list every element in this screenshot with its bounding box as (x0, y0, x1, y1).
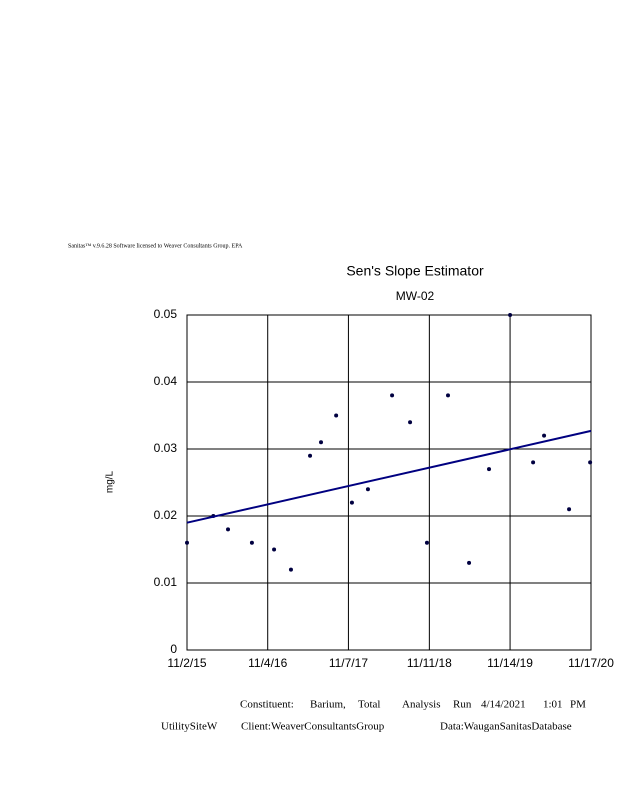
data-point (226, 527, 231, 532)
y-tick-label: 0.01 (154, 575, 178, 589)
data-point (185, 540, 189, 545)
plot-frame (186, 314, 592, 651)
x-tick-label: 11/11/18 (407, 656, 452, 670)
data-point (390, 393, 395, 398)
data-point (308, 453, 313, 458)
x-tick-label: 11/2/15 (167, 656, 206, 670)
data-point (588, 460, 593, 465)
footer-text: Analysis (402, 699, 441, 711)
footer-text: PM (570, 699, 586, 711)
y-tick-label: 0 (170, 642, 177, 656)
data-point (445, 393, 450, 398)
trend-line (186, 429, 592, 524)
x-tick-label: 11/17/20 (568, 656, 614, 670)
footer-text: 4/14/2021 (481, 699, 526, 711)
license-notice: Sanitas™ v.9.6.28 Software licensed to W… (68, 242, 243, 249)
footer-text: Data:WauganSanitasDatabase (440, 721, 572, 733)
footer-text: Barium, (310, 699, 346, 711)
footer-text: Client:WeaverConsultantsGroup (241, 721, 385, 733)
x-tick-label: 11/7/17 (329, 656, 368, 670)
data-point (467, 560, 472, 565)
y-tick-label: 0.04 (154, 374, 178, 388)
footer-text: Total (358, 699, 380, 711)
chart-subtitle: MW-02 (396, 289, 435, 303)
footer-text: UtilitySiteW (161, 721, 218, 733)
data-point (334, 413, 339, 418)
footer-text: Run (453, 699, 472, 711)
data-point (349, 500, 354, 505)
y-tick-label: 0.05 (154, 307, 178, 321)
data-point (365, 487, 370, 492)
data-point (531, 460, 536, 465)
data-point (424, 540, 429, 545)
data-point (319, 440, 324, 445)
data-point (508, 313, 513, 317)
data-point (408, 420, 413, 425)
x-tick-label: 11/14/19 (487, 656, 533, 670)
y-tick-label: 0.02 (154, 508, 178, 522)
footer-text: Constituent: (240, 699, 294, 711)
y-tick-label: 0.03 (154, 441, 178, 455)
footer-text: 1:01 (543, 699, 563, 711)
data-point (542, 433, 547, 438)
y-axis-label: mg/L (105, 470, 116, 493)
chart-title: Sen's Slope Estimator (346, 263, 484, 279)
data-point (288, 567, 293, 572)
x-tick-label: 11/4/16 (248, 656, 287, 670)
data-point (272, 547, 277, 552)
data-point (487, 467, 492, 472)
data-point (249, 540, 254, 545)
data-point (567, 507, 572, 512)
